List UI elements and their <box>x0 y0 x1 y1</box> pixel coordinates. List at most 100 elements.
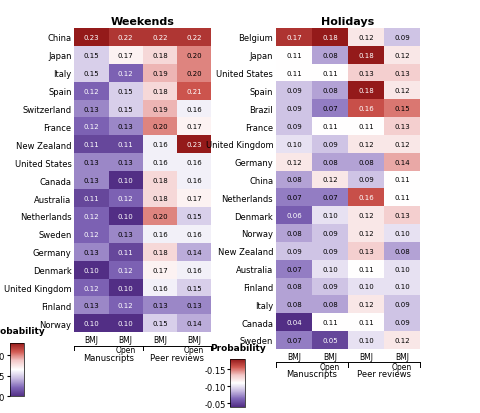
Bar <box>143 207 177 225</box>
Bar <box>108 261 143 279</box>
Text: 0.22: 0.22 <box>118 35 133 41</box>
Text: 0.12: 0.12 <box>322 177 338 183</box>
Text: 0.14: 0.14 <box>186 249 202 255</box>
Bar <box>177 100 211 118</box>
Text: 0.20: 0.20 <box>152 214 168 219</box>
Bar <box>143 29 177 47</box>
Bar <box>312 296 348 313</box>
Bar <box>74 243 108 261</box>
Bar <box>384 135 420 153</box>
Text: 0.11: 0.11 <box>286 70 302 76</box>
Text: 0.12: 0.12 <box>84 124 99 130</box>
Bar <box>177 261 211 279</box>
Bar <box>348 242 384 260</box>
Bar <box>74 64 108 83</box>
Text: 0.08: 0.08 <box>286 177 302 183</box>
Text: 0.17: 0.17 <box>186 195 202 202</box>
Text: 0.13: 0.13 <box>84 178 99 184</box>
Bar <box>348 135 384 153</box>
Bar <box>74 315 108 332</box>
Text: 0.08: 0.08 <box>286 230 302 236</box>
Text: 0.11: 0.11 <box>358 319 374 325</box>
Text: 0.10: 0.10 <box>118 178 133 184</box>
Text: 0.08: 0.08 <box>322 88 338 94</box>
Text: 0.15: 0.15 <box>118 88 133 95</box>
Text: 0.14: 0.14 <box>186 320 202 327</box>
Bar <box>384 47 420 64</box>
Bar <box>108 172 143 190</box>
Bar <box>276 82 312 100</box>
Text: 0.08: 0.08 <box>322 301 338 308</box>
Text: 0.23: 0.23 <box>84 35 99 41</box>
Bar <box>177 207 211 225</box>
Bar <box>143 154 177 172</box>
Bar <box>108 64 143 83</box>
Bar <box>276 118 312 135</box>
Text: 0.18: 0.18 <box>152 249 168 255</box>
Text: 0.09: 0.09 <box>322 230 338 236</box>
Text: 0.10: 0.10 <box>358 284 374 290</box>
Text: 0.23: 0.23 <box>186 142 202 148</box>
Bar <box>384 64 420 82</box>
Bar <box>348 153 384 171</box>
Text: 0.20: 0.20 <box>186 53 202 59</box>
Text: 0.11: 0.11 <box>394 195 410 201</box>
Bar <box>312 82 348 100</box>
Text: 0.16: 0.16 <box>152 231 168 237</box>
Text: 0.13: 0.13 <box>394 70 410 76</box>
Text: 0.19: 0.19 <box>152 71 168 76</box>
Text: 0.12: 0.12 <box>358 230 374 236</box>
Bar <box>348 189 384 207</box>
Bar <box>312 118 348 135</box>
Text: 0.12: 0.12 <box>118 71 133 76</box>
Bar <box>177 154 211 172</box>
Bar <box>74 136 108 154</box>
Text: 0.16: 0.16 <box>152 142 168 148</box>
Text: 0.15: 0.15 <box>118 106 133 112</box>
Text: 0.04: 0.04 <box>286 319 302 325</box>
Bar <box>276 189 312 207</box>
Bar <box>108 207 143 225</box>
Bar <box>108 118 143 136</box>
Text: 0.11: 0.11 <box>322 319 338 325</box>
Bar <box>384 278 420 296</box>
Text: 0.12: 0.12 <box>358 301 374 308</box>
Bar <box>177 136 211 154</box>
Text: 0.17: 0.17 <box>118 53 133 59</box>
Text: 0.10: 0.10 <box>84 267 99 273</box>
Bar <box>74 47 108 64</box>
Bar <box>276 296 312 313</box>
Bar <box>348 118 384 135</box>
Text: 0.18: 0.18 <box>358 88 374 94</box>
Text: 0.10: 0.10 <box>118 214 133 219</box>
Bar <box>177 315 211 332</box>
Text: 0.12: 0.12 <box>358 142 374 147</box>
Bar <box>143 225 177 243</box>
Title: Weekends: Weekends <box>111 17 175 27</box>
Text: 0.12: 0.12 <box>84 285 99 291</box>
Bar <box>312 225 348 242</box>
Text: 0.15: 0.15 <box>186 214 202 219</box>
Text: 0.11: 0.11 <box>118 249 133 255</box>
Text: 0.16: 0.16 <box>186 178 202 184</box>
Text: 0.15: 0.15 <box>84 53 99 59</box>
Text: 0.16: 0.16 <box>152 160 168 166</box>
Text: 0.11: 0.11 <box>84 142 99 148</box>
Bar <box>384 207 420 225</box>
Bar <box>74 261 108 279</box>
Text: 0.13: 0.13 <box>394 124 410 130</box>
Bar <box>108 83 143 100</box>
Bar <box>177 83 211 100</box>
Bar <box>312 189 348 207</box>
Text: 0.12: 0.12 <box>84 88 99 95</box>
Text: 0.09: 0.09 <box>394 301 410 308</box>
Text: 0.13: 0.13 <box>394 213 410 218</box>
Bar <box>348 82 384 100</box>
Text: 0.08: 0.08 <box>394 248 410 254</box>
Text: 0.13: 0.13 <box>358 70 374 76</box>
Bar <box>108 100 143 118</box>
Text: 0.12: 0.12 <box>358 213 374 218</box>
Text: 0.13: 0.13 <box>358 248 374 254</box>
Text: 0.18: 0.18 <box>152 88 168 95</box>
Text: 0.18: 0.18 <box>152 195 168 202</box>
